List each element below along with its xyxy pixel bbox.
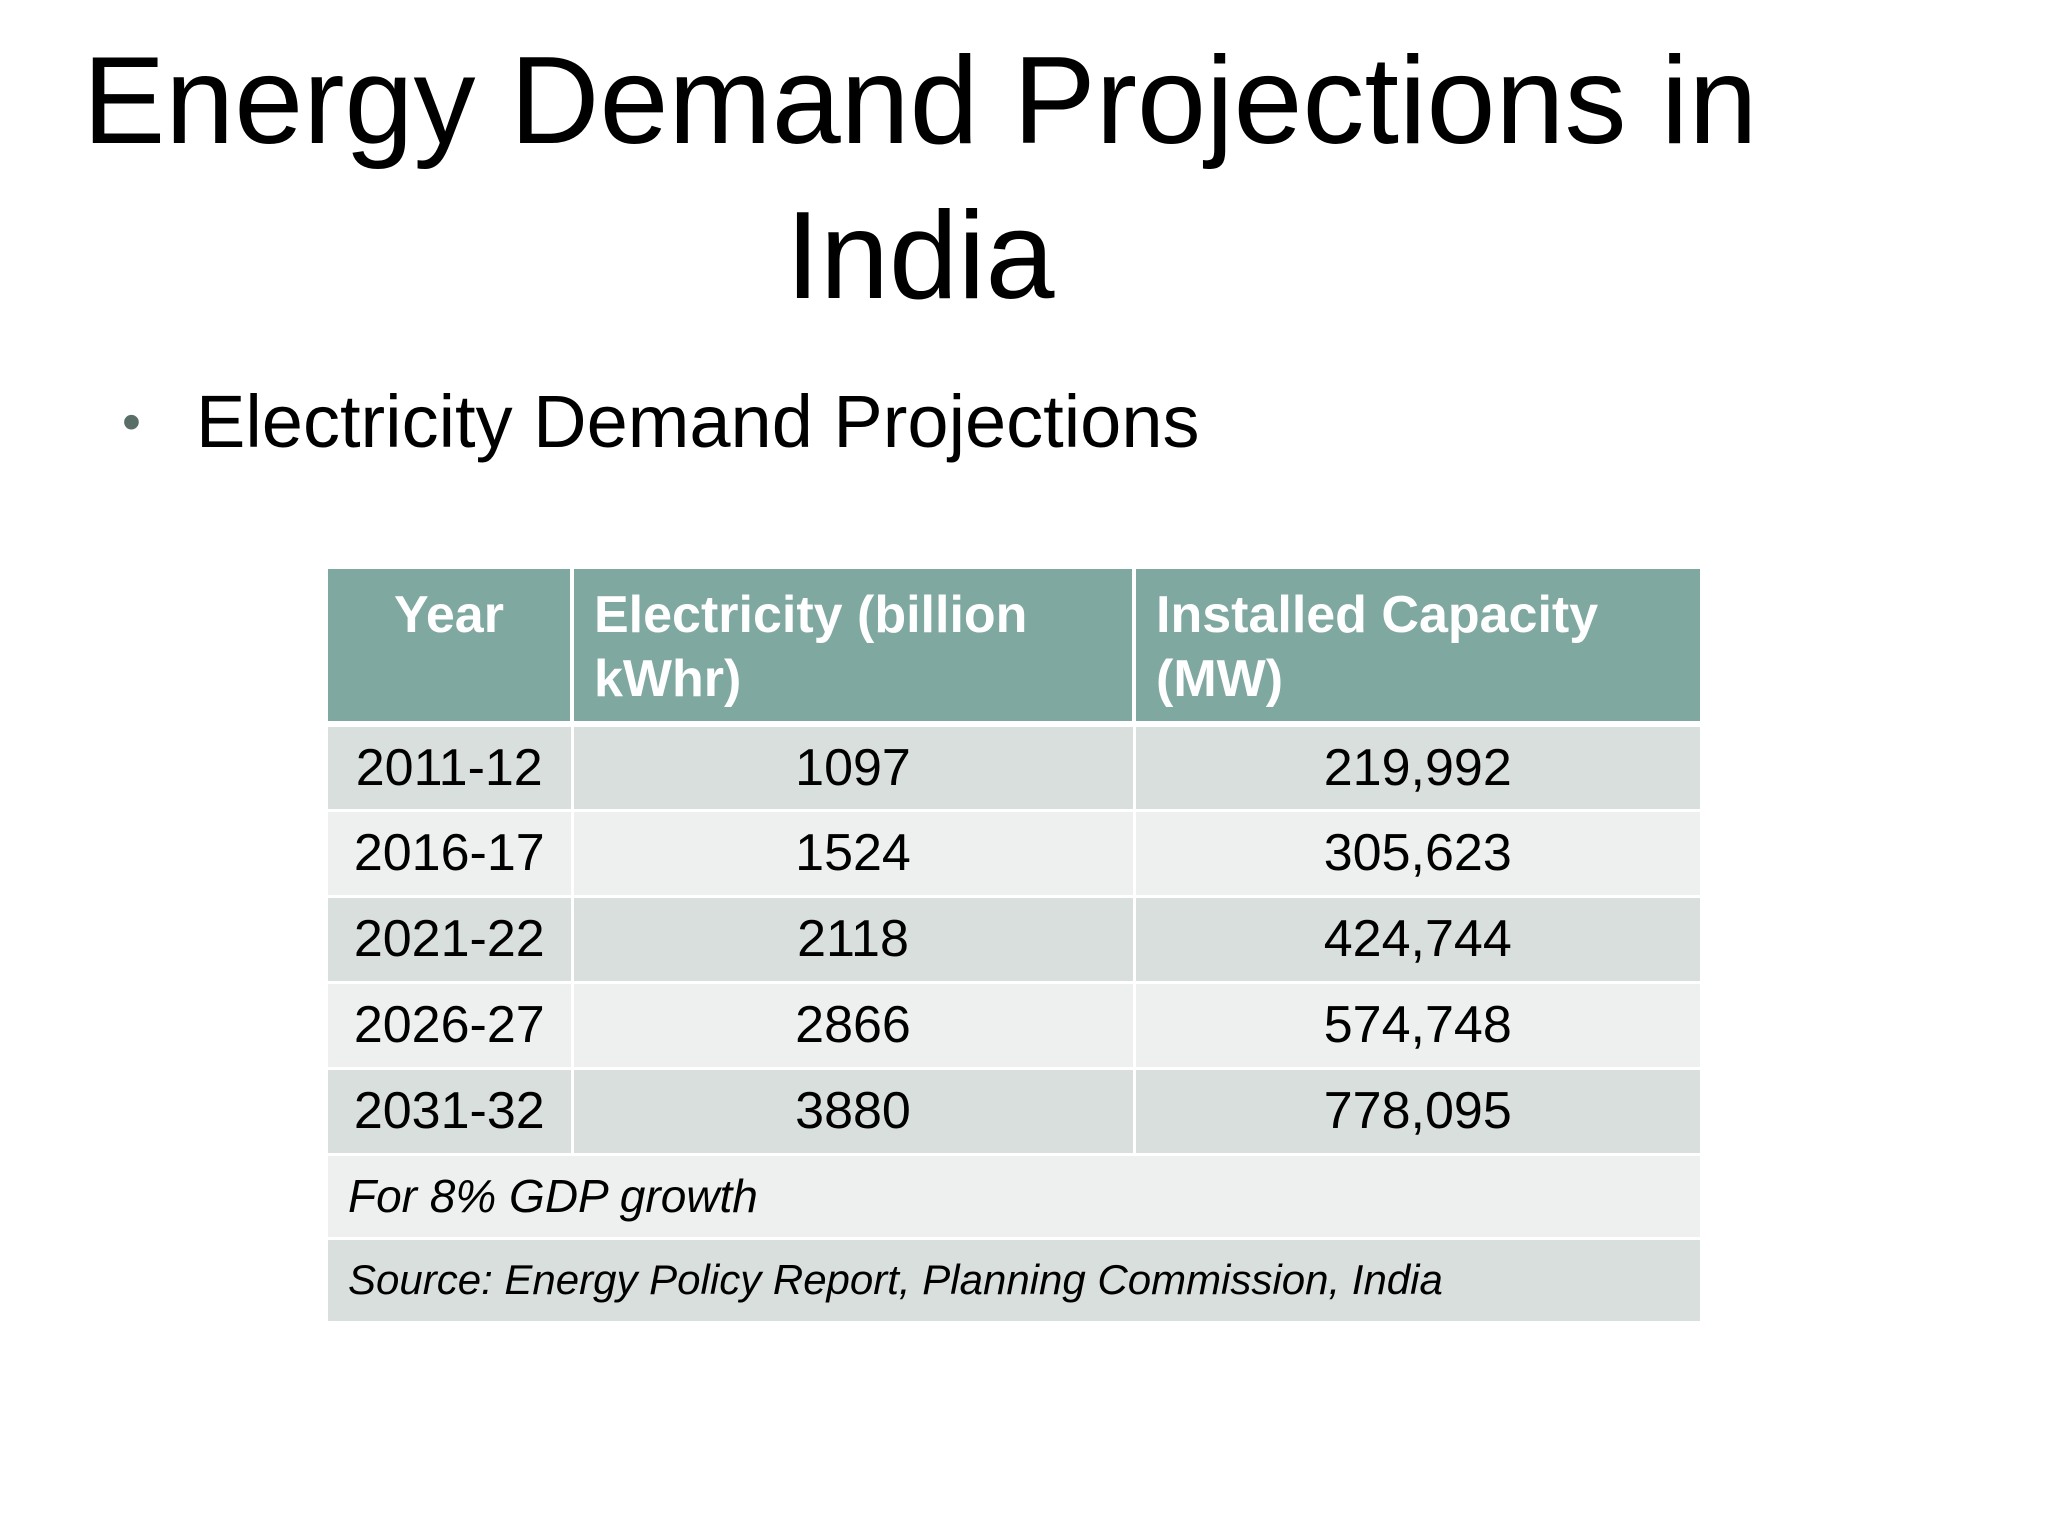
electricity-cell: 1524: [572, 810, 1136, 898]
source-note: Source: Energy Policy Report, Planning C…: [328, 1238, 1700, 1324]
capacity-cell: 219,992: [1134, 724, 1700, 812]
electricity-cell: 2866: [572, 982, 1136, 1070]
table-row: 2031-32 3880 778,095: [328, 1068, 1700, 1156]
electricity-cell: 2118: [572, 896, 1136, 984]
year-cell: 2016-17: [328, 810, 574, 898]
table-row: 2026-27 2866 574,748: [328, 982, 1700, 1070]
bullet-text: Electricity Demand Projections: [196, 380, 1200, 463]
capacity-cell: 424,744: [1134, 896, 1700, 984]
source-row: Source: Energy Policy Report, Planning C…: [328, 1238, 1700, 1324]
capacity-cell: 778,095: [1134, 1068, 1700, 1156]
table-header-row: Year Electricity (billion kWhr) Installe…: [328, 569, 1700, 727]
table-row: 2021-22 2118 424,744: [328, 896, 1700, 984]
header-year: Year: [328, 569, 574, 727]
header-electricity: Electricity (billion kWhr): [572, 569, 1136, 727]
year-cell: 2011-12: [328, 724, 574, 812]
table-row: 2011-12 1097 219,992: [328, 724, 1700, 812]
year-cell: 2021-22: [328, 896, 574, 984]
year-cell: 2031-32: [328, 1068, 574, 1156]
electricity-cell: 3880: [572, 1068, 1136, 1156]
electricity-cell: 1097: [572, 724, 1136, 812]
bullet-icon: •: [122, 392, 141, 452]
table-row: 2016-17 1524 305,623: [328, 810, 1700, 898]
bullet-item: • Electricity Demand Projections: [122, 372, 1199, 472]
note-row: For 8% GDP growth: [328, 1154, 1700, 1240]
projection-table: Year Electricity (billion kWhr) Installe…: [328, 569, 1700, 1324]
year-cell: 2026-27: [328, 982, 574, 1070]
header-capacity: Installed Capacity (MW): [1134, 569, 1700, 727]
slide-title: Energy Demand Projections in India: [82, 32, 1758, 325]
capacity-cell: 305,623: [1134, 810, 1700, 898]
gdp-note: For 8% GDP growth: [328, 1154, 1700, 1240]
capacity-cell: 574,748: [1134, 982, 1700, 1070]
